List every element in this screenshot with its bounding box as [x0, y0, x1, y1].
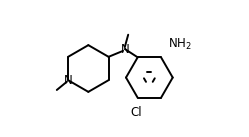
Text: NH$_2$: NH$_2$ — [168, 36, 192, 52]
Text: N: N — [64, 74, 72, 87]
Text: Cl: Cl — [130, 106, 142, 119]
Text: N: N — [121, 42, 129, 55]
